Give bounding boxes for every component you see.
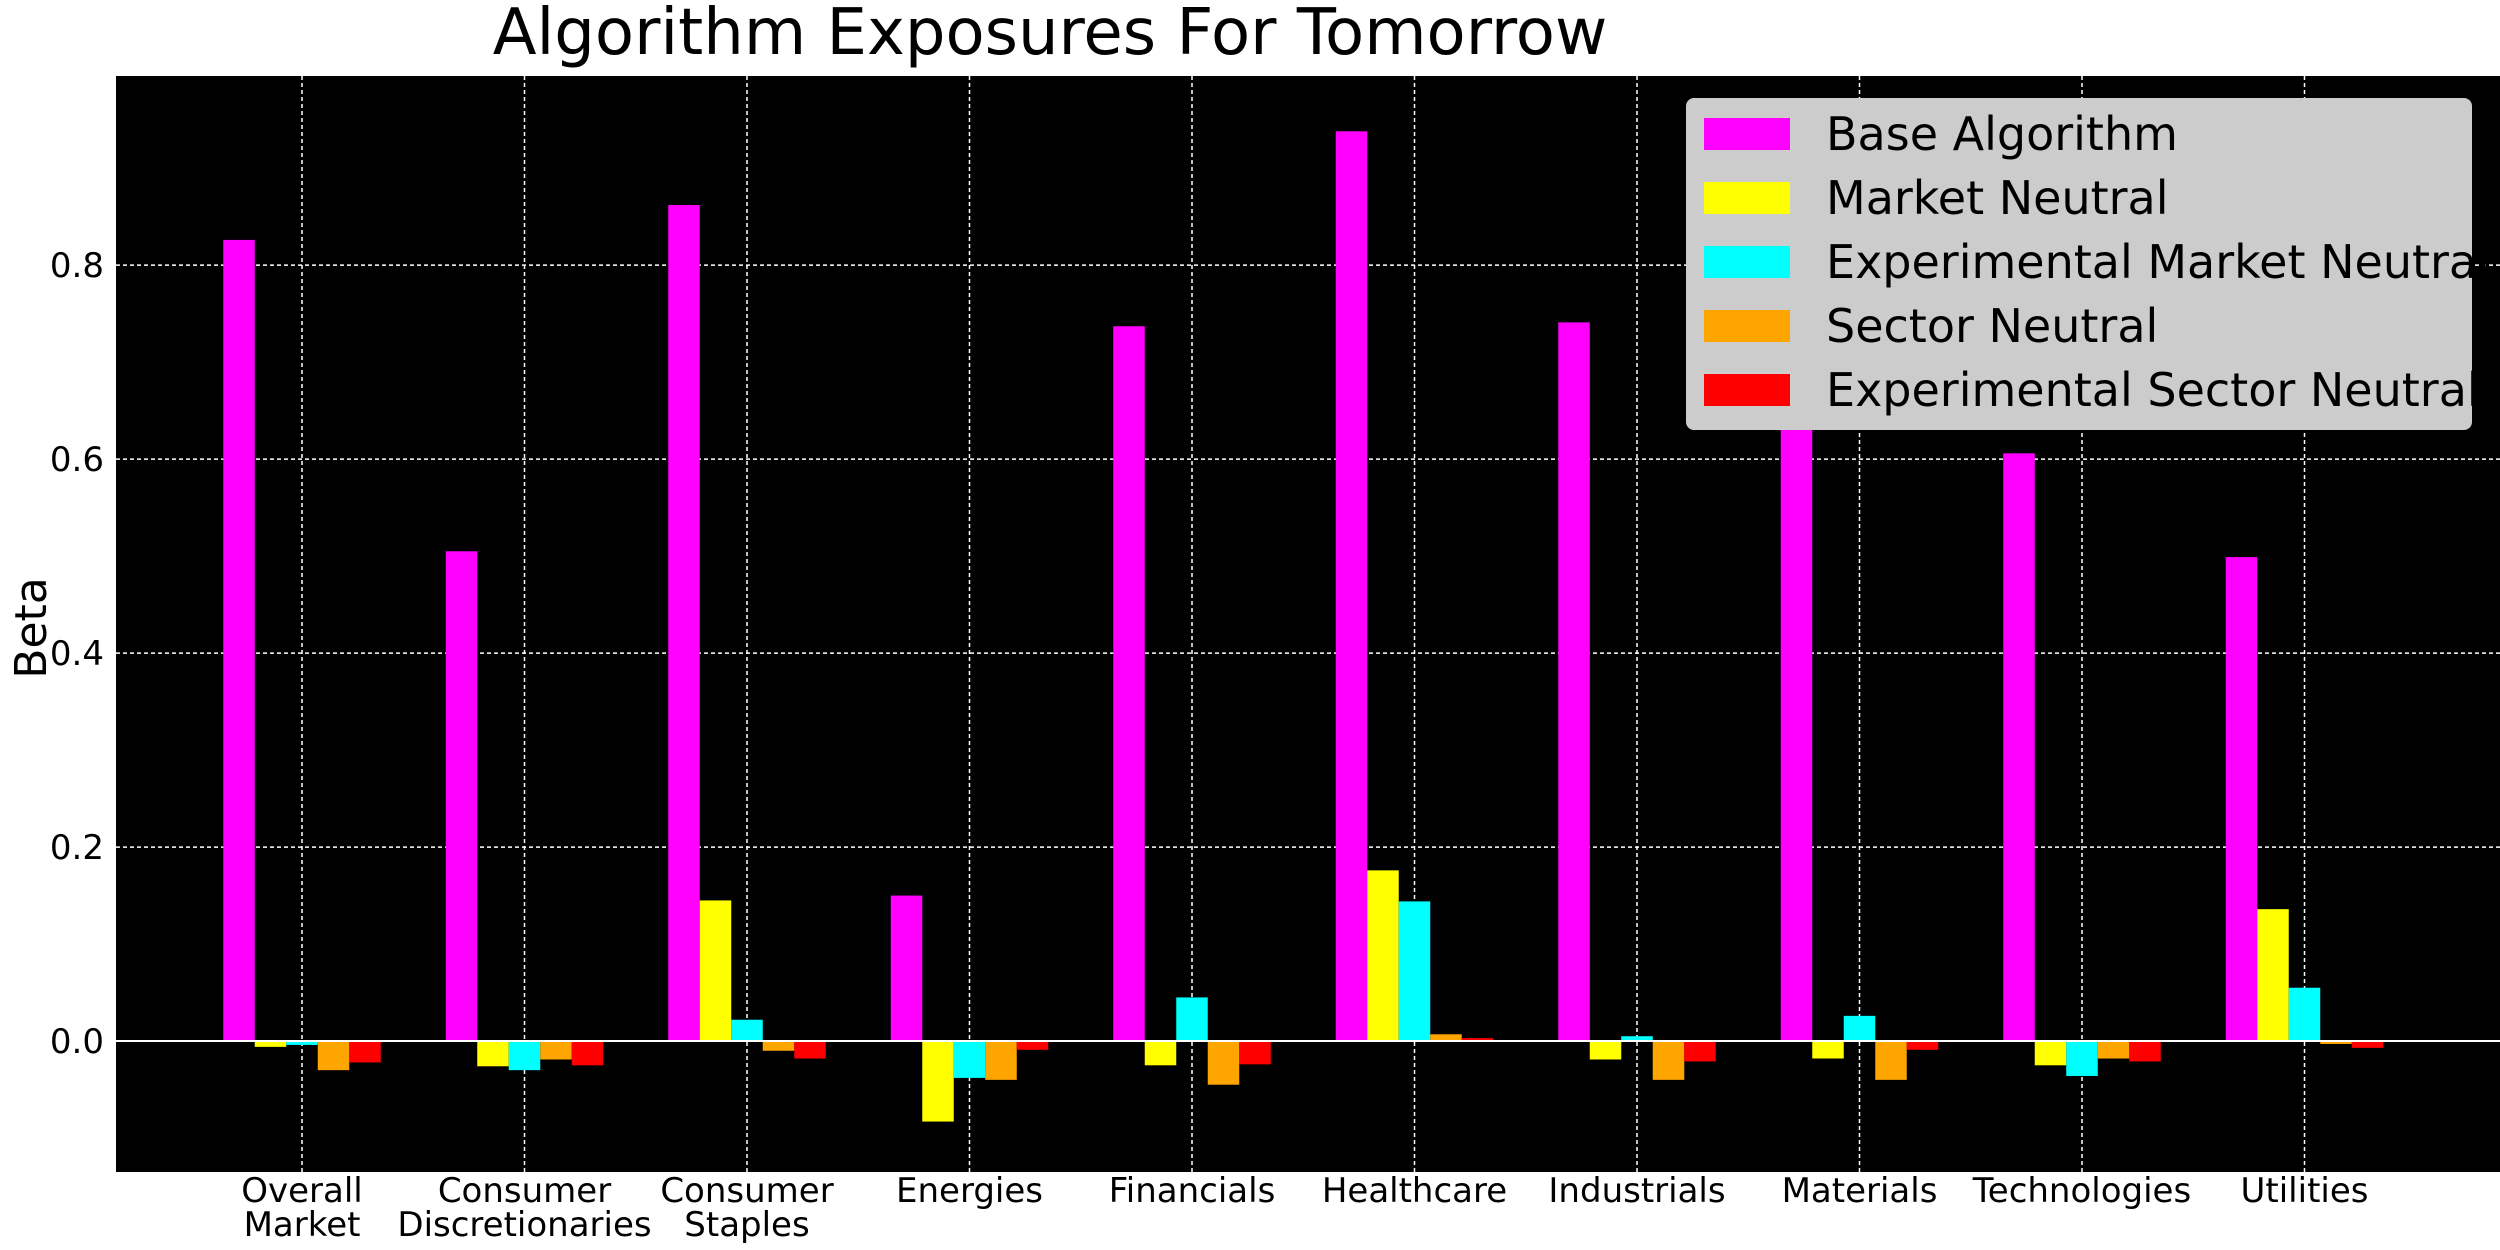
bar (985, 1041, 1017, 1080)
x-tick-label: Staples (684, 1205, 809, 1245)
bar (1144, 1041, 1177, 1066)
bar (699, 900, 732, 1042)
x-tick-label: Technologies (1972, 1171, 2191, 1211)
x-tick-label: Industrials (1548, 1171, 1725, 1211)
legend-label: Sector Neutral (1826, 299, 2158, 353)
bar (731, 1019, 763, 1042)
y-ticks: 0.0 0.2 0.4 0.6 0.8 (50, 246, 104, 1062)
y-tick-label: 0.0 (50, 1022, 104, 1062)
bar (2003, 453, 2035, 1042)
legend-label: Market Neutral (1826, 171, 2169, 225)
legend-swatch (1704, 118, 1790, 150)
x-tick-label: Utilities (2241, 1171, 2369, 1211)
bar (223, 239, 255, 1042)
bar (1113, 326, 1145, 1042)
bar (1461, 1038, 1494, 1042)
legend-box (1686, 98, 2472, 430)
bar (1684, 1041, 1716, 1062)
bar (1906, 1041, 1939, 1050)
bar (1621, 1036, 1653, 1042)
bar (540, 1041, 572, 1060)
bar (1016, 1041, 1049, 1050)
bar (1239, 1041, 1271, 1065)
legend-swatch (1704, 246, 1790, 278)
bar (1558, 322, 1590, 1042)
bar (1843, 1015, 1876, 1042)
bar (2257, 909, 2289, 1042)
bar (571, 1041, 604, 1066)
bar (1176, 997, 1208, 1042)
bar (1875, 1041, 1907, 1080)
x-tick-label: Energies (896, 1171, 1043, 1211)
y-tick-label: 0.4 (50, 634, 104, 674)
bar (286, 1041, 318, 1045)
bar (1398, 901, 1431, 1042)
bar (922, 1041, 954, 1122)
bars (223, 131, 2384, 1122)
bar (1207, 1041, 1240, 1085)
bar (668, 204, 700, 1042)
bar (1652, 1041, 1685, 1080)
x-tick-label: Market (244, 1205, 361, 1245)
legend-label: Base Algorithm (1826, 107, 2178, 161)
bar (349, 1041, 381, 1063)
bar (953, 1041, 986, 1078)
x-tick-label: Financials (1109, 1171, 1276, 1211)
bar (1780, 402, 1813, 1042)
y-tick-label: 0.6 (50, 440, 104, 480)
bar (1589, 1041, 1622, 1060)
bar (1430, 1034, 1462, 1042)
legend-swatch (1704, 182, 1790, 214)
bar (1812, 1041, 1844, 1059)
x-tick-label: Materials (1782, 1171, 1938, 1211)
legend-label: Experimental Sector Neutral (1826, 363, 2480, 417)
bar (2320, 1041, 2352, 1044)
legend-label: Experimental Market Neutral (1826, 235, 2490, 289)
bar (317, 1041, 350, 1071)
x-tick-label: Consumer (660, 1171, 833, 1211)
legend-swatch (1704, 310, 1790, 342)
bar (890, 895, 923, 1042)
bar (445, 551, 478, 1042)
bar (2129, 1041, 2161, 1062)
bar (508, 1041, 541, 1071)
chart-title: Algorithm Exposures For Tomorrow (493, 0, 1608, 70)
bar (762, 1041, 795, 1051)
bar (2351, 1041, 2384, 1048)
bar (1367, 870, 1399, 1042)
legend: Base Algorithm Market Neutral Experimental… (1686, 98, 2490, 430)
bar (1335, 131, 1368, 1042)
bar (2225, 557, 2258, 1042)
bar (477, 1041, 509, 1067)
bar (2066, 1041, 2098, 1076)
y-tick-label: 0.8 (50, 246, 104, 286)
y-axis-label: Beta (6, 577, 57, 678)
x-tick-label: Overall (241, 1171, 363, 1211)
bar (2097, 1041, 2130, 1059)
bar (2034, 1041, 2067, 1066)
x-tick-label: Healthcare (1322, 1171, 1507, 1211)
legend-swatch (1704, 374, 1790, 406)
x-tick-label: Consumer (438, 1171, 611, 1211)
x-tick-label: Discretionaries (397, 1205, 651, 1245)
bar (254, 1041, 287, 1047)
y-tick-label: 0.2 (50, 828, 104, 868)
bar (2288, 987, 2321, 1042)
bar (794, 1041, 826, 1059)
